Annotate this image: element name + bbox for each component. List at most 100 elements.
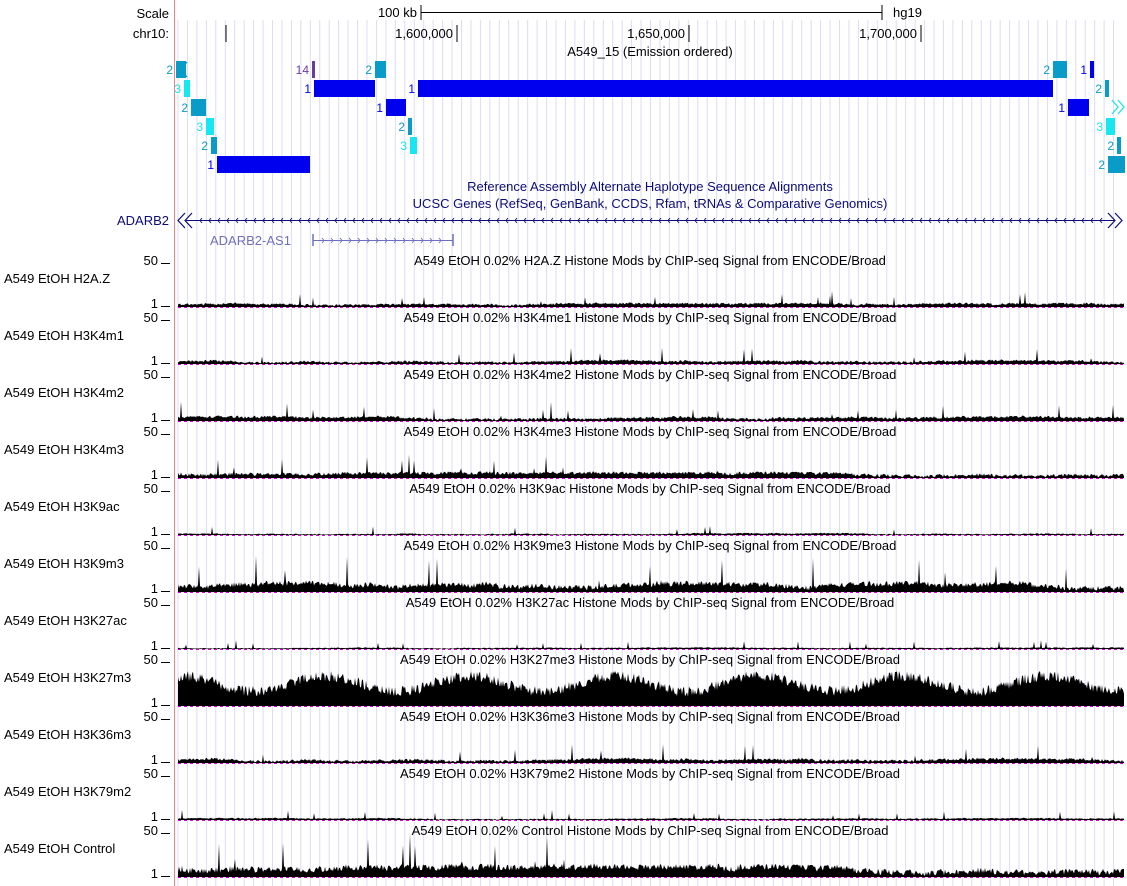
scale-value: 100 kb bbox=[378, 5, 417, 20]
signal-track: A549 EtOH 0.02% H3K79me2 Histone Mods by… bbox=[4, 766, 1124, 824]
strand-chevron bbox=[811, 217, 815, 224]
chromhmm-state-label: 2 bbox=[201, 139, 208, 153]
strand-chevron bbox=[973, 217, 977, 224]
strand-chevron bbox=[910, 217, 914, 224]
chromhmm-state-label: 3 bbox=[196, 120, 203, 134]
chromhmm-state-label: 2 bbox=[365, 63, 372, 77]
strand-chevron bbox=[1000, 217, 1004, 224]
strand-chevron bbox=[339, 237, 343, 244]
strand-chevron bbox=[631, 217, 635, 224]
chromhmm-state-label: 14 bbox=[296, 63, 310, 77]
strand-chevron bbox=[388, 217, 392, 224]
chromhmm-block bbox=[314, 80, 375, 97]
genes-track-title: UCSC Genes (RefSeq, GenBank, CCDS, Rfam,… bbox=[413, 196, 888, 211]
signal-track: A549 EtOH 0.02% H3K27me3 Histone Mods by… bbox=[4, 652, 1124, 710]
strand-chevron bbox=[334, 217, 338, 224]
strand-chevron bbox=[991, 217, 995, 224]
chromhmm-state-label: 2 bbox=[1107, 139, 1114, 153]
strand-chevron bbox=[694, 217, 698, 224]
gene-model-adarb2 bbox=[177, 212, 1123, 229]
signal-area bbox=[178, 401, 1124, 421]
strand-chevron bbox=[982, 217, 986, 224]
signal-track: A549 EtOH 0.02% H3K9me3 Histone Mods by … bbox=[4, 538, 1124, 596]
strand-chevron bbox=[1045, 217, 1049, 224]
y-axis-min-label: 1 bbox=[151, 353, 158, 368]
chromhmm-state-label: 1 bbox=[408, 82, 415, 96]
chromhmm-block bbox=[1117, 137, 1121, 154]
signal-track-label: A549 EtOH H3K4m1 bbox=[4, 328, 124, 343]
strand-chevron bbox=[559, 217, 563, 224]
strand-chevron bbox=[433, 217, 437, 224]
strand-chevron bbox=[271, 217, 275, 224]
signal-track-title: A549 EtOH 0.02% H3K9ac Histone Mods by C… bbox=[409, 481, 890, 496]
chromhmm-state-label: 1 bbox=[207, 158, 214, 172]
signal-track-label: A549 EtOH H3K9ac bbox=[4, 499, 120, 514]
chromhmm-block bbox=[1068, 99, 1089, 116]
strand-chevron bbox=[712, 217, 716, 224]
strand-chevron bbox=[397, 217, 401, 224]
strand-chevron bbox=[321, 237, 325, 244]
strand-chevron bbox=[730, 217, 734, 224]
chromhmm-block bbox=[217, 156, 310, 173]
signal-track-label: A549 EtOH H3K4m3 bbox=[4, 442, 124, 457]
strand-chevron bbox=[1063, 217, 1067, 224]
chromhmm-continuation-arrow bbox=[1111, 99, 1125, 115]
strand-chevron bbox=[217, 217, 221, 224]
strand-chevron bbox=[667, 217, 671, 224]
strand-chevron bbox=[739, 217, 743, 224]
strand-chevron bbox=[1036, 217, 1040, 224]
gene-end-arrow bbox=[1107, 212, 1123, 229]
signal-track: A549 EtOH 0.02% H3K27ac Histone Mods by … bbox=[4, 595, 1124, 653]
strand-chevron bbox=[766, 217, 770, 224]
strand-chevron bbox=[775, 217, 779, 224]
y-axis-max-label: 50 bbox=[144, 481, 158, 496]
strand-chevron bbox=[244, 217, 248, 224]
strand-chevron bbox=[393, 237, 397, 244]
strand-chevron bbox=[721, 217, 725, 224]
y-axis-min-label: 1 bbox=[151, 638, 158, 653]
strand-chevron bbox=[370, 217, 374, 224]
strand-chevron bbox=[343, 217, 347, 224]
signal-track: A549 EtOH 0.02% H3K4me3 Histone Mods by … bbox=[4, 424, 1124, 482]
y-axis-max-label: 50 bbox=[144, 310, 158, 325]
strand-chevron bbox=[406, 217, 410, 224]
chromhmm-state-label: 3 bbox=[400, 139, 407, 153]
strand-chevron bbox=[514, 217, 518, 224]
assembly-label: hg19 bbox=[893, 5, 922, 20]
signal-area bbox=[178, 640, 1124, 649]
strand-chevron bbox=[357, 237, 361, 244]
chromhmm-block bbox=[1090, 61, 1094, 78]
chromhmm-state-label: 2 bbox=[166, 63, 173, 77]
y-axis-max-label: 50 bbox=[144, 595, 158, 610]
strand-chevron bbox=[411, 237, 415, 244]
strand-chevron bbox=[1081, 217, 1085, 224]
signal-area bbox=[178, 525, 1124, 535]
strand-chevron bbox=[330, 237, 334, 244]
strand-chevron bbox=[793, 217, 797, 224]
ruler-tick-label: 1,700,000 bbox=[859, 26, 917, 41]
strand-chevron bbox=[955, 217, 959, 224]
strand-chevron bbox=[586, 217, 590, 224]
strand-chevron bbox=[438, 237, 442, 244]
scale-label: Scale bbox=[136, 6, 169, 21]
signal-track: A549 EtOH 0.02% H3K9ac Histone Mods by C… bbox=[4, 481, 1124, 539]
chromhmm-state-label: 2 bbox=[398, 120, 405, 134]
chromhmm-state-label: 2 bbox=[1095, 82, 1102, 96]
strand-chevron bbox=[262, 217, 266, 224]
chromhmm-state-label: 2 bbox=[181, 101, 188, 115]
strand-chevron bbox=[307, 217, 311, 224]
strand-chevron bbox=[964, 217, 968, 224]
strand-chevron bbox=[676, 217, 680, 224]
strand-chevron bbox=[226, 217, 230, 224]
y-axis-max-label: 50 bbox=[144, 538, 158, 553]
signal-area bbox=[178, 454, 1124, 478]
strand-chevron bbox=[1054, 217, 1058, 224]
signal-track-title: A549 EtOH 0.02% H3K36me3 Histone Mods by… bbox=[400, 709, 900, 724]
signal-track: A549 EtOH 0.02% Control Histone Mods by … bbox=[4, 823, 1124, 881]
y-axis-min-label: 1 bbox=[151, 296, 158, 311]
signal-track-label: A549 EtOH H3K79m2 bbox=[4, 784, 131, 799]
chromhmm-block bbox=[410, 137, 417, 154]
strand-chevron bbox=[1009, 217, 1013, 224]
y-axis-max-label: 50 bbox=[144, 424, 158, 439]
